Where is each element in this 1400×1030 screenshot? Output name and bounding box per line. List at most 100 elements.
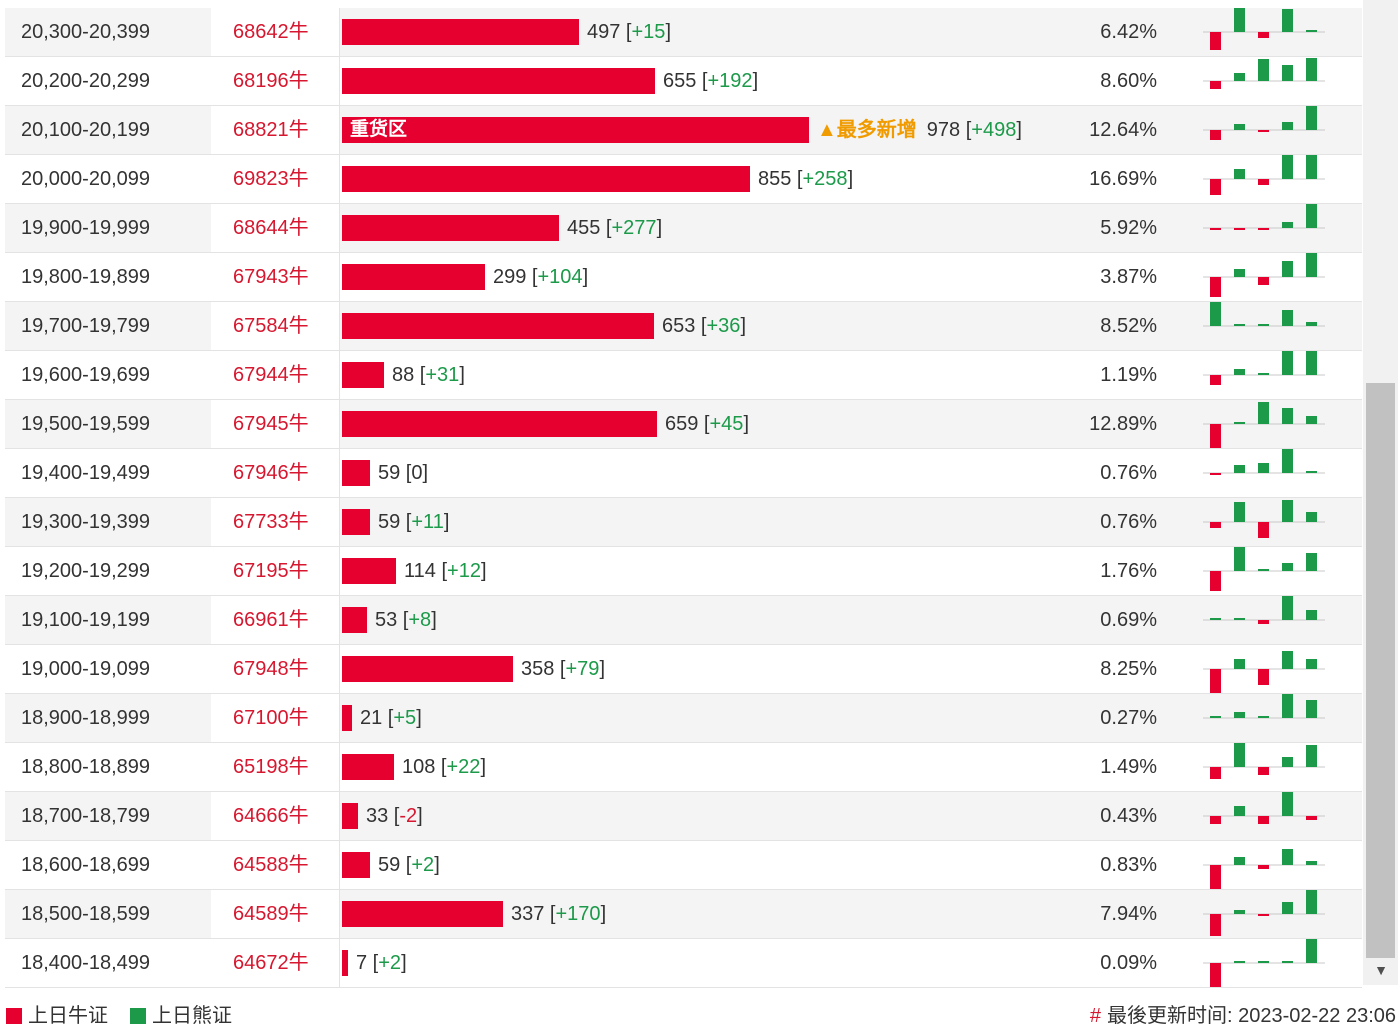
table-row: 18,500-18,599 64589牛 337 [+170] 7.94% [5,890,1362,939]
sparkline-bar [1282,155,1293,179]
sparkline-bar [1210,424,1221,448]
bar-value-text: 655 [+192] [663,70,759,92]
warrant-code[interactable]: 67195牛 [211,547,340,595]
sparkline-bar [1282,9,1293,32]
warrant-code[interactable]: 69823牛 [211,155,340,203]
sparkline [1197,57,1327,105]
outstanding-count: 59 [378,854,401,876]
warrant-code[interactable]: 68644牛 [211,204,340,252]
table-row: 18,600-18,699 64588牛 59 [+2] 0.83% [5,841,1362,890]
warrant-code[interactable]: 65198牛 [211,743,340,791]
table-row: 19,600-19,699 67944牛 88 [+31] 1.19% [5,351,1362,400]
sparkline-chart [1203,351,1325,385]
count-change: -2 [399,805,418,827]
bar-value-text: 855 [+258] [758,168,854,190]
bar-value-text: 108 [+22] [402,756,486,778]
warrant-code[interactable]: 64588牛 [211,841,340,889]
sparkline-bar [1234,618,1245,620]
price-range: 19,100-19,199 [21,609,151,631]
sparkline-bar [1282,449,1293,473]
warrant-code[interactable]: 67944牛 [211,351,340,399]
sparkline [1197,253,1327,301]
sparkline-bar [1282,408,1293,424]
sparkline-chart [1203,596,1325,624]
scroll-down-arrow-icon[interactable]: ▼ [1374,962,1388,978]
outstanding-count: 455 [567,217,601,239]
price-range: 20,100-20,199 [21,119,151,141]
bar-value-text: 358 [+79] [521,658,605,680]
sparkline-chart [1203,204,1325,230]
price-range: 19,600-19,699 [21,364,151,386]
bar-value-text: 88 [+31] [392,364,465,386]
warrant-code[interactable]: 66961牛 [211,596,340,644]
sparkline-bar [1306,106,1317,130]
warrant-code[interactable]: 64666牛 [211,792,340,840]
sparkline-bar [1306,204,1317,228]
warrant-code[interactable]: 67948牛 [211,645,340,693]
sparkline [1197,204,1327,252]
volume-bar [342,852,370,878]
sparkline [1197,841,1327,889]
warrant-code[interactable]: 67943牛 [211,253,340,301]
sparkline-bar [1210,963,1221,987]
bar-cell: 655 [+192] [341,57,1081,105]
table-row: 19,800-19,899 67943牛 299 [+104] 3.87% [5,253,1362,302]
sparkline-bar [1210,32,1221,50]
bar-value-text: 59 [+11] [378,511,450,533]
sparkline-bar [1210,228,1221,230]
warrant-code[interactable]: 67100牛 [211,694,340,742]
volume-bar [342,362,384,388]
sparkline-bar [1210,179,1221,195]
sparkline-bar [1258,961,1269,963]
warrant-code[interactable]: 68821牛 [211,106,340,154]
count-change: +79 [565,658,600,680]
sparkline-bar [1234,712,1245,718]
warrant-code[interactable]: 67733牛 [211,498,340,546]
table-row: 20,200-20,299 68196牛 655 [+192] 8.60% [5,57,1362,106]
bull-swatch-icon [6,1008,22,1024]
price-range: 19,000-19,099 [21,658,151,680]
footer: 上日牛证 上日熊证 # 最後更新时间: 2023-02-22 23:06 [0,1000,1400,1030]
count-change: +277 [611,217,657,239]
bar-cell: 497 [+15] [341,8,1081,56]
outstanding-count: 855 [758,168,792,190]
volume-bar [342,411,657,437]
price-range: 19,200-19,299 [21,560,151,582]
warrant-code[interactable]: 64672牛 [211,939,340,987]
scrollbar-thumb[interactable] [1366,383,1395,958]
warrant-code[interactable]: 68642牛 [211,8,340,56]
sparkline-bar [1306,58,1317,81]
percentage: 8.60% [1100,70,1157,92]
table-row: 18,400-18,499 64672牛 7 [+2] 0.09% [5,939,1362,988]
sparkline-bar [1234,124,1245,130]
count-change: +36 [706,315,741,337]
percentage: 16.69% [1089,168,1157,190]
warrant-code[interactable]: 67584牛 [211,302,340,350]
bar-cell: 855 [+258] [341,155,1081,203]
outstanding-count: 59 [378,462,401,484]
warrant-code[interactable]: 68196牛 [211,57,340,105]
cbbc-table: 20,300-20,399 68642牛 497 [+15] 6.42% 20,200-… [5,8,1362,988]
sparkline-bar [1306,890,1317,914]
sparkline-bar [1258,277,1269,285]
sparkline-chart [1203,402,1325,448]
warrant-code[interactable]: 67945牛 [211,400,340,448]
sparkline [1197,743,1327,791]
sparkline [1197,351,1327,399]
table-row: 19,500-19,599 67945牛 659 [+45] 12.89% [5,400,1362,449]
sparkline-bar [1306,253,1317,277]
volume-bar [342,313,654,339]
hash-icon: # [1089,1005,1101,1027]
percentage: 1.19% [1100,364,1157,386]
bar-value-text: 455 [+277] [567,217,663,239]
most-increase-badge: ▲最多新增 [817,119,917,141]
bar-cell: 337 [+170] [341,890,1081,938]
percentage: 7.94% [1100,903,1157,925]
warrant-code[interactable]: 64589牛 [211,890,340,938]
count-change: +22 [446,756,481,778]
count-change: 0 [411,462,423,484]
bar-cell: 653 [+36] [341,302,1081,350]
percentage: 8.52% [1100,315,1157,337]
warrant-code[interactable]: 67946牛 [211,449,340,497]
sparkline-bar [1234,961,1245,963]
